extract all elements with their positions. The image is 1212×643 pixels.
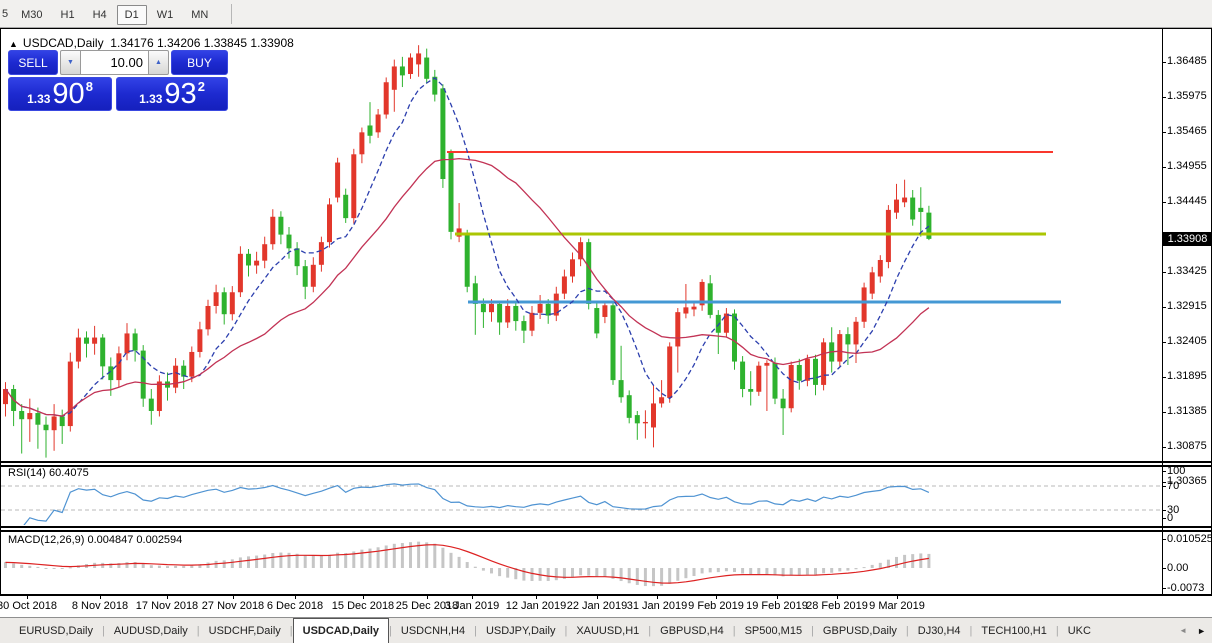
volume-decrease-icon[interactable]: ▼ (60, 50, 81, 75)
price-axis-label: 1.33425 (1167, 265, 1207, 277)
tab-eurusd-daily[interactable]: EURUSD,Daily (19, 624, 93, 637)
tab-separator: | (969, 624, 973, 637)
buy-price-button[interactable]: 1.33 93 2 (116, 77, 228, 111)
date-axis-label: 15 Dec 2018 (331, 600, 395, 612)
tab-separator: | (811, 624, 814, 637)
tab-scroll-buttons: ◄ ► (1168, 618, 1212, 643)
buy-price-sup: 2 (197, 79, 205, 94)
sell-button[interactable]: SELL (8, 50, 58, 75)
tab-gbpusd-daily[interactable]: GBPUSD,Daily (822, 624, 897, 637)
collapse-panel-icon[interactable]: ▲ (9, 39, 18, 49)
date-axis-label: 30 Oct 2018 (0, 600, 57, 612)
tab-sp500-m15[interactable]: SP500,M15 (744, 624, 803, 637)
date-axis-label: 31 Jan 2019 (626, 600, 688, 612)
price-axis-label: 1.34955 (1167, 160, 1207, 172)
rsi-axis-label: 30 (1167, 504, 1180, 516)
tab-ukc[interactable]: UKC (1067, 624, 1091, 637)
tab-xauusd-h1[interactable]: XAUUSD,H1 (576, 624, 640, 637)
date-axis-label: 19 Feb 2019 (746, 600, 808, 612)
date-axis-label: 17 Nov 2018 (135, 600, 199, 612)
tab-scroll-right-icon[interactable]: ► (1197, 625, 1206, 636)
tab-separator: | (474, 624, 477, 637)
tab-separator: | (289, 624, 293, 637)
timeframe-button-w1[interactable]: W1 (156, 8, 174, 21)
date-axis-label: 27 Nov 2018 (201, 600, 265, 612)
tab-separator: | (648, 624, 652, 637)
tab-separator: | (1055, 624, 1059, 637)
tab-separator: | (564, 624, 568, 637)
sell-price-button[interactable]: 1.33 90 8 (8, 77, 112, 111)
tab-scroll-left-icon[interactable]: ◄ (1179, 626, 1188, 635)
sell-price-prefix: 1.33 (27, 92, 51, 106)
macd-indicator-label: MACD(12,26,9) 0.004847 0.002594 (8, 534, 183, 546)
sell-price-big: 90 (52, 78, 85, 110)
timeframe-button-m5-partial[interactable]: 5 (2, 7, 9, 20)
timeframe-button-m30[interactable]: M30 (21, 8, 43, 21)
timeframe-button-d1[interactable]: D1 (116, 4, 147, 25)
price-axis-label: 1.31895 (1167, 370, 1207, 382)
tab-separator: | (732, 624, 736, 637)
date-axis-label: 9 Mar 2019 (869, 600, 925, 612)
volume-increase-icon[interactable]: ▲ (148, 50, 169, 75)
timeframe-button-mn[interactable]: MN (191, 8, 209, 21)
tab-audusd-daily[interactable]: AUDUSD,Daily (113, 624, 188, 637)
buy-price-prefix: 1.33 (139, 92, 163, 106)
rsi-axis-label: 0 (1167, 512, 1174, 524)
date-axis-label: 3 Jan 2019 (444, 600, 500, 612)
date-axis-label: 12 Jan 2019 (505, 600, 567, 612)
tab-separator: | (196, 624, 200, 637)
tab-gbpusd-h4[interactable]: GBPUSD,H4 (660, 624, 724, 637)
buy-button[interactable]: BUY (171, 50, 228, 75)
sell-price-sup: 8 (85, 79, 93, 94)
tab-usdjpy-daily[interactable]: USDJPY,Daily (485, 624, 556, 637)
chart-tab-bar: EURUSD,Daily | AUDUSD,Daily | USDCHF,Daily | U… (0, 618, 1212, 643)
rsi-indicator-label: RSI(14) 60.4075 (8, 467, 89, 479)
date-axis-label: 6 Dec 2018 (266, 600, 324, 612)
volume-input[interactable]: 10.00 (81, 50, 148, 75)
date-axis-label: 22 Jan 2019 (566, 600, 628, 612)
volume-stepper: ▼ 10.00 ▲ (60, 50, 169, 75)
price-axis-label: 1.30365 (1167, 475, 1207, 487)
buy-price-big: 93 (164, 78, 197, 110)
tab-usdcnh-h4[interactable]: USDCNH,H4 (400, 624, 466, 637)
macd-axis-label: 0.010525 (1167, 533, 1212, 545)
price-axis-label: 1.35465 (1167, 125, 1207, 137)
rsi-axis-label: 70 (1167, 480, 1180, 492)
tab-separator: | (101, 624, 105, 637)
chart-title: ▲ USDCAD,Daily 1.34176 1.34206 1.33845 1.… (9, 36, 294, 50)
rsi-axis-label: 100 (1167, 465, 1186, 477)
tab-usdcad-daily[interactable]: USDCAD,Daily (292, 618, 390, 643)
one-click-trading-panel: SELL ▼ 10.00 ▲ BUY 1.33 90 8 1.33 93 2 (8, 50, 230, 111)
timeframe-toolbar: 5 M30 H1 H4 D1 W1 MN (0, 0, 1212, 28)
tab-tech100-h1[interactable]: TECH100,H1 (981, 624, 1047, 637)
price-axis-label: 1.31385 (1167, 405, 1207, 417)
date-axis-label: 9 Feb 2019 (688, 600, 744, 612)
macd-axis-label: 0.00 (1167, 562, 1189, 574)
tab-separator: | (389, 624, 392, 637)
symbol-title: USDCAD,Daily (22, 36, 104, 50)
price-axis-label: 1.36485 (1167, 55, 1207, 67)
price-axis-label: 1.30875 (1167, 440, 1207, 452)
date-axis-label: 28 Feb 2019 (806, 600, 868, 612)
date-axis-label: 25 Dec 2018 (395, 600, 459, 612)
timeframe-button-h1[interactable]: H1 (60, 8, 75, 21)
timeframe-buttons: M30 H1 H4 D1 W1 MN (12, 4, 217, 25)
tab-separator: | (905, 624, 909, 637)
date-axis-label: 8 Nov 2018 (71, 600, 129, 612)
toolbar-separator (231, 3, 233, 24)
ohlc-readout: 1.34176 1.34206 1.33845 1.33908 (110, 36, 294, 50)
timeframe-button-h4[interactable]: H4 (92, 8, 107, 21)
current-price-badge: 1.33908 (1163, 231, 1212, 246)
macd-axis-label: -0.0073 (1167, 582, 1205, 594)
tab-dj30-h4[interactable]: DJ30,H4 (917, 624, 961, 637)
price-axis-label: 1.32405 (1167, 335, 1207, 347)
price-axis-label: 1.34445 (1167, 195, 1207, 207)
price-axis-label: 1.35975 (1167, 90, 1207, 102)
price-axis-label: 1.32915 (1167, 300, 1207, 312)
tab-usdchf-daily[interactable]: USDCHF,Daily (208, 624, 281, 637)
